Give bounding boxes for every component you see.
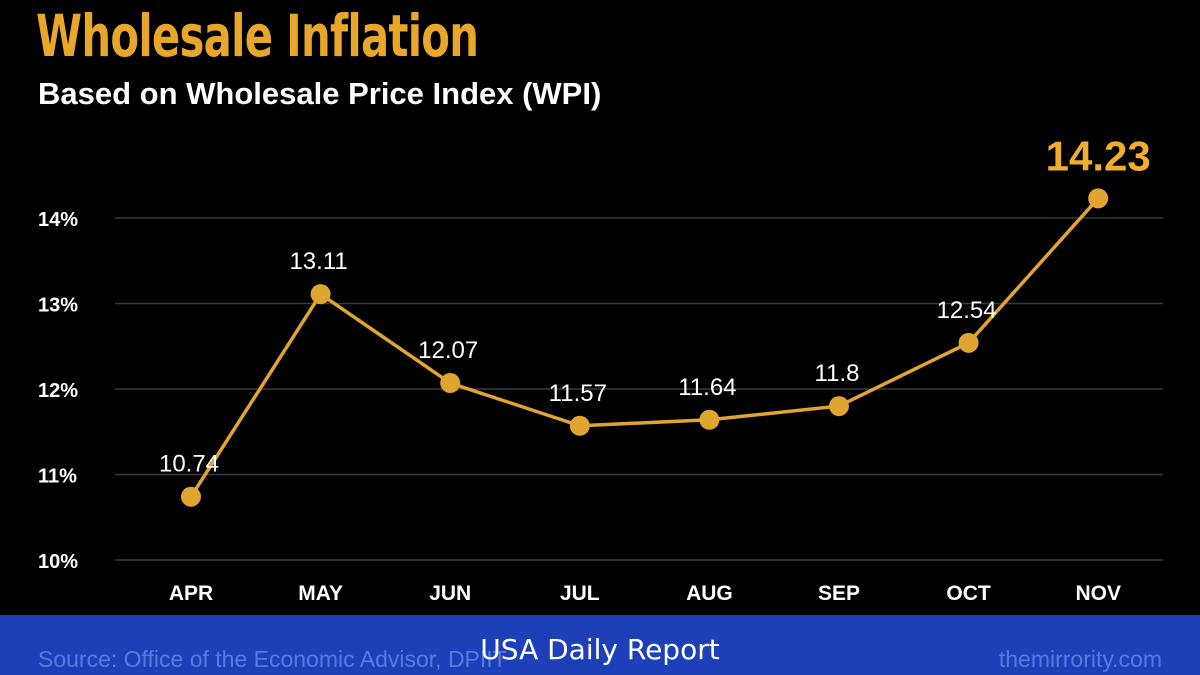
y-tick-label: 13% <box>38 295 78 317</box>
x-tick-label: SEP <box>818 582 860 605</box>
source-text: Source: Office of the Economic Advisor, … <box>38 646 507 672</box>
data-point <box>1088 188 1109 209</box>
data-point <box>958 332 979 353</box>
x-tick-label: APR <box>169 582 213 605</box>
data-label: 13.11 <box>289 248 347 275</box>
y-tick-label: 12% <box>38 380 78 402</box>
chart-title: Wholesale Inflation <box>36 2 479 70</box>
x-tick-label: OCT <box>946 582 991 605</box>
data-label: 11.64 <box>678 374 736 401</box>
x-tick-label: JUN <box>429 582 471 605</box>
data-label: 11.57 <box>549 380 607 407</box>
series-line <box>189 197 1100 498</box>
footer-banner <box>0 615 1200 675</box>
data-point <box>181 486 201 507</box>
x-tick-label: AUG <box>686 582 733 605</box>
chart-subtitle: Based on Wholesale Price Index (WPI) <box>38 76 602 111</box>
data-point <box>699 409 720 430</box>
y-tick-label: 14% <box>38 209 78 231</box>
data-label: 10.74 <box>159 451 219 478</box>
data-label: 12.54 <box>937 297 997 324</box>
data-point <box>829 396 849 417</box>
data-point <box>569 415 590 436</box>
data-label: 14.23 <box>1046 132 1151 179</box>
data-point <box>310 284 331 305</box>
y-tick-label: 10% <box>38 551 78 573</box>
site-watermark: themirrority.com <box>998 646 1162 672</box>
x-tick-label: JUL <box>560 582 600 605</box>
y-tick-label: 11% <box>38 466 77 488</box>
data-label: 11.8 <box>815 360 860 387</box>
x-tick-label: MAY <box>298 582 343 605</box>
x-tick-label: NOV <box>1075 582 1121 605</box>
data-label: 12.07 <box>418 337 478 364</box>
data-point <box>440 373 461 394</box>
